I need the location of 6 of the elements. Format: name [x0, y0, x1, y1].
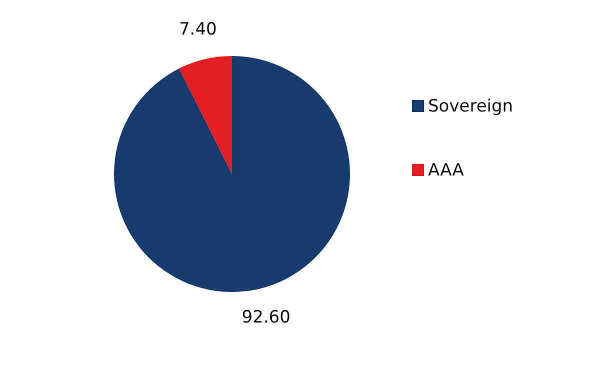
pie-slice [179, 56, 232, 174]
pie-slice [114, 56, 350, 292]
legend-label: Sovereign [428, 96, 514, 117]
data-label: 7.40 [178, 20, 217, 40]
data-label: 92.60 [242, 308, 290, 328]
legend-label: AAA [428, 160, 464, 181]
